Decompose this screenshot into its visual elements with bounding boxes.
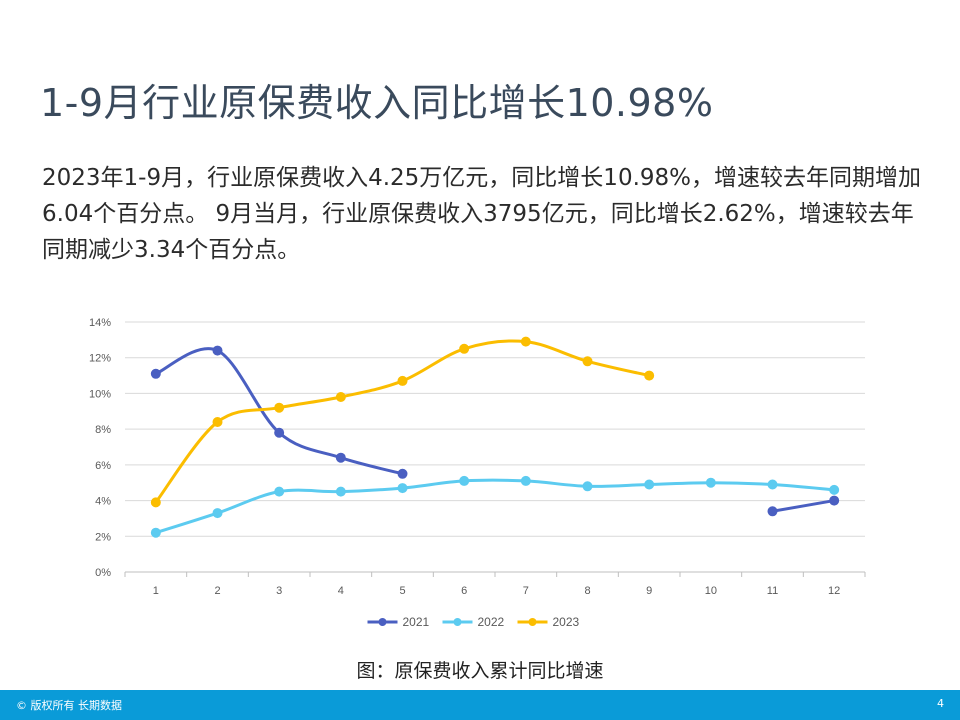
x-tick-label: 8: [584, 585, 590, 597]
y-tick-label: 0%: [95, 567, 111, 579]
legend-marker-2023: [528, 618, 537, 626]
data-point-2022: [150, 527, 161, 538]
y-tick-label: 4%: [95, 496, 111, 508]
slide-title: 1-9月行业原保费收入同比增长10.98%: [40, 81, 714, 125]
y-tick-label: 12%: [89, 353, 111, 365]
chart-caption: 图：原保费收入累计同比增速: [356, 660, 604, 682]
copyright-text: © 版权所有 长期数据: [16, 699, 122, 712]
x-tick-label: 7: [523, 585, 529, 597]
data-point-2023: [459, 343, 470, 354]
legend-marker-2022: [453, 618, 462, 626]
legend-marker-2021: [378, 618, 387, 626]
data-point-2023: [644, 370, 655, 381]
y-tick-label: 2%: [95, 531, 111, 543]
data-point-2022: [274, 486, 285, 497]
data-point-2021: [829, 495, 840, 506]
x-tick-label: 11: [767, 585, 778, 597]
x-tick-label: 12: [828, 585, 840, 597]
data-point-2021: [767, 506, 778, 517]
x-tick-label: 3: [276, 585, 282, 597]
data-point-2022: [767, 479, 778, 490]
x-tick-label: 1: [153, 585, 159, 597]
page-number: 4: [937, 697, 944, 710]
data-point-2022: [212, 508, 223, 519]
data-point-2023: [212, 417, 223, 427]
series-line-2021: [771, 499, 836, 513]
y-tick-label: 8%: [95, 424, 111, 436]
data-point-2022: [459, 475, 470, 486]
legend-label-2022: 2022: [478, 615, 505, 629]
x-tick-label: 4: [338, 585, 344, 597]
y-tick-label: 10%: [89, 388, 111, 400]
data-point-2022: [705, 477, 716, 488]
data-point-2022: [829, 484, 840, 495]
data-point-2022: [397, 483, 408, 494]
x-tick-label: 6: [461, 585, 467, 597]
data-point-2021: [397, 468, 408, 479]
data-point-2021: [212, 345, 223, 356]
data-point-2022: [644, 479, 655, 490]
x-tick-label: 2: [214, 585, 220, 597]
series-line-2022: [154, 478, 836, 535]
data-point-2023: [397, 375, 408, 386]
data-point-2022: [582, 481, 593, 492]
data-point-2023: [582, 356, 593, 367]
data-point-2023: [150, 497, 161, 508]
x-tick-label: 9: [646, 585, 652, 597]
data-point-2022: [335, 486, 346, 497]
data-point-2021: [274, 427, 285, 438]
data-point-2023: [520, 336, 531, 347]
x-tick-label: 5: [399, 585, 405, 597]
legend-label-2021: 2021: [403, 615, 430, 629]
y-tick-label: 14%: [89, 317, 111, 329]
summary-paragraph: 2023年1-9月，行业原保费收入4.25万亿元，同比增长10.98%，增速较去…: [42, 165, 922, 263]
legend-label-2023: 2023: [553, 615, 580, 629]
data-point-2021: [335, 452, 346, 463]
footer-bar: © 版权所有 长期数据 4: [0, 690, 960, 720]
x-tick-label: 10: [705, 585, 717, 597]
data-point-2022: [520, 475, 531, 486]
data-point-2023: [335, 392, 346, 402]
y-tick-label: 6%: [95, 460, 111, 472]
data-point-2021: [150, 368, 161, 379]
data-point-2023: [274, 402, 285, 413]
